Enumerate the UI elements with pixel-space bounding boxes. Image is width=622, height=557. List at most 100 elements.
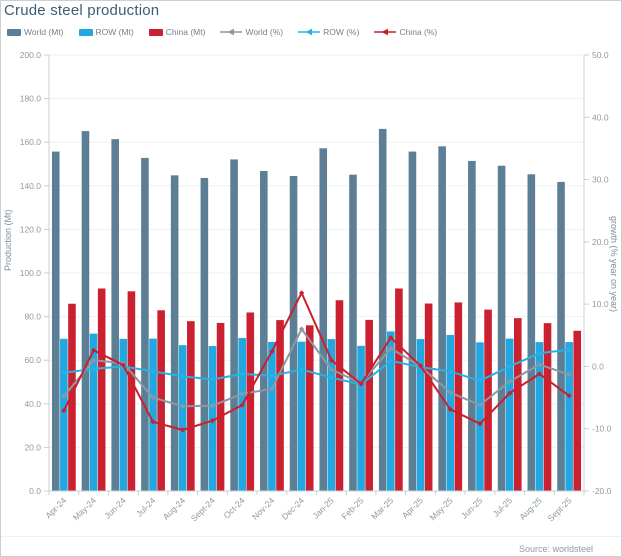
right-axis-tick-label: 50.0 xyxy=(592,50,609,60)
x-axis-label: Aug-24 xyxy=(161,495,188,522)
line-world-pct-marker xyxy=(61,393,67,399)
legend-line-swatch xyxy=(374,28,397,36)
left-axis-tick-label: 160.0 xyxy=(20,137,42,147)
right-axis-tick-label: -20.0 xyxy=(592,486,612,496)
bar-world xyxy=(319,148,328,492)
line-row-pct-marker xyxy=(536,350,543,356)
line-row-pct-marker xyxy=(180,373,186,379)
bar-row xyxy=(505,338,514,491)
line-world-pct-marker xyxy=(536,361,543,368)
bar-world xyxy=(289,175,298,492)
bar-row xyxy=(268,341,276,491)
bar-china xyxy=(543,323,552,491)
footer-divider xyxy=(1,536,621,537)
left-axis-tick-label: 20.0 xyxy=(24,442,41,452)
line-china-pct-marker xyxy=(180,427,186,433)
bar-china xyxy=(127,291,136,491)
legend-item-world-mt[interactable]: World (Mt) xyxy=(7,27,64,37)
bar-china xyxy=(484,309,492,491)
legend-label: China (Mt) xyxy=(165,27,206,37)
line-row-pct-marker xyxy=(388,358,394,364)
line-china-pct-marker xyxy=(90,347,97,353)
line-china-pct-marker xyxy=(209,418,216,424)
bar-row xyxy=(297,341,306,491)
line-world-pct-marker xyxy=(507,378,513,384)
bar-row xyxy=(327,339,336,491)
right-axis-tick-label: 30.0 xyxy=(592,175,609,185)
bar-world xyxy=(438,146,446,491)
line-row-pct-marker xyxy=(299,366,305,373)
line-china-pct-marker xyxy=(61,408,67,414)
line-china-pct-marker xyxy=(417,363,424,369)
legend-item-china[interactable]: China (%) xyxy=(374,27,437,37)
line-china-pct-marker xyxy=(120,362,126,368)
legend-bar-swatch xyxy=(78,28,93,36)
line-china-pct-marker xyxy=(536,371,543,377)
bar-china xyxy=(305,325,314,491)
bar-row xyxy=(60,338,68,491)
chart-legend: World (Mt) ROW (Mt) China (Mt) World (%) ROW… xyxy=(7,27,617,37)
x-axis-label: Mar-25 xyxy=(369,495,395,521)
left-axis-tick-label: 100.0 xyxy=(20,268,42,278)
bar-row xyxy=(476,342,484,491)
right-axis-tick-label: 40.0 xyxy=(592,112,609,122)
right-axis-tick-label: -10.0 xyxy=(592,424,612,434)
line-row-pct-marker xyxy=(507,363,513,370)
legend-bar-swatch xyxy=(148,28,163,36)
line-row-pct-marker xyxy=(269,373,275,379)
legend-item-china-mt[interactable]: China (Mt) xyxy=(148,27,206,37)
bar-world xyxy=(408,151,417,491)
left-axis-tick-label: 60.0 xyxy=(24,355,41,365)
legend-item-row[interactable]: ROW (%) xyxy=(298,27,359,37)
line-world-pct-marker xyxy=(150,394,156,401)
bar-china xyxy=(335,300,344,491)
line-world-pct-marker xyxy=(180,403,186,409)
source-note: Source: worldsteel xyxy=(518,544,593,554)
line-china-pct-marker xyxy=(150,419,156,425)
legend-label: China (%) xyxy=(399,27,438,37)
x-axis-label: Jun-24 xyxy=(102,495,128,521)
right-axis-tick-label: 10.0 xyxy=(592,299,609,309)
right-axis-title: growth (% year on year) xyxy=(609,216,619,313)
line-row-pct-marker xyxy=(239,371,245,377)
bar-row xyxy=(565,342,573,491)
line-world-pct-marker xyxy=(90,357,97,363)
line-world-pct-marker xyxy=(328,366,334,373)
line-china-pct-marker xyxy=(269,348,275,355)
legend-item-world[interactable]: World (%) xyxy=(220,27,283,37)
bar-world xyxy=(111,139,120,491)
left-axis-tick-label: 80.0 xyxy=(24,312,41,322)
line-world-pct-marker xyxy=(447,389,453,396)
x-axis-label: Jun-25 xyxy=(459,495,485,521)
bar-world xyxy=(230,159,238,492)
line-row-pct-marker xyxy=(90,366,97,372)
bar-world xyxy=(497,165,506,492)
x-axis-label: Dec-24 xyxy=(280,495,307,522)
x-axis-label: Sept-24 xyxy=(189,495,217,523)
x-axis-label: Aug-25 xyxy=(517,495,544,522)
line-china-pct-marker xyxy=(328,357,334,363)
legend-label: World (%) xyxy=(245,27,284,37)
bar-row xyxy=(357,345,365,491)
bar-row xyxy=(89,333,98,491)
line-world-pct-marker xyxy=(209,403,216,409)
x-axis-label: Jul-25 xyxy=(491,495,515,519)
line-row-pct-marker xyxy=(150,368,156,375)
line-world-pct-marker xyxy=(566,371,572,378)
line-row-pct xyxy=(63,348,570,386)
left-axis-tick-label: 40.0 xyxy=(24,399,41,409)
line-china-pct-marker xyxy=(447,406,453,413)
x-axis-label: Sept-25 xyxy=(545,495,573,523)
line-china-pct xyxy=(63,291,570,431)
bar-china xyxy=(513,318,522,491)
bar-china xyxy=(97,288,106,491)
line-row-pct-marker xyxy=(447,368,453,375)
bar-china xyxy=(246,312,255,491)
line-china-pct-marker xyxy=(566,393,572,399)
legend-item-row-mt[interactable]: ROW (Mt) xyxy=(78,27,134,37)
bar-china xyxy=(424,303,433,491)
line-row-pct-marker xyxy=(477,378,483,384)
x-axis-label: Apr-25 xyxy=(400,495,425,520)
bar-row xyxy=(446,334,455,491)
